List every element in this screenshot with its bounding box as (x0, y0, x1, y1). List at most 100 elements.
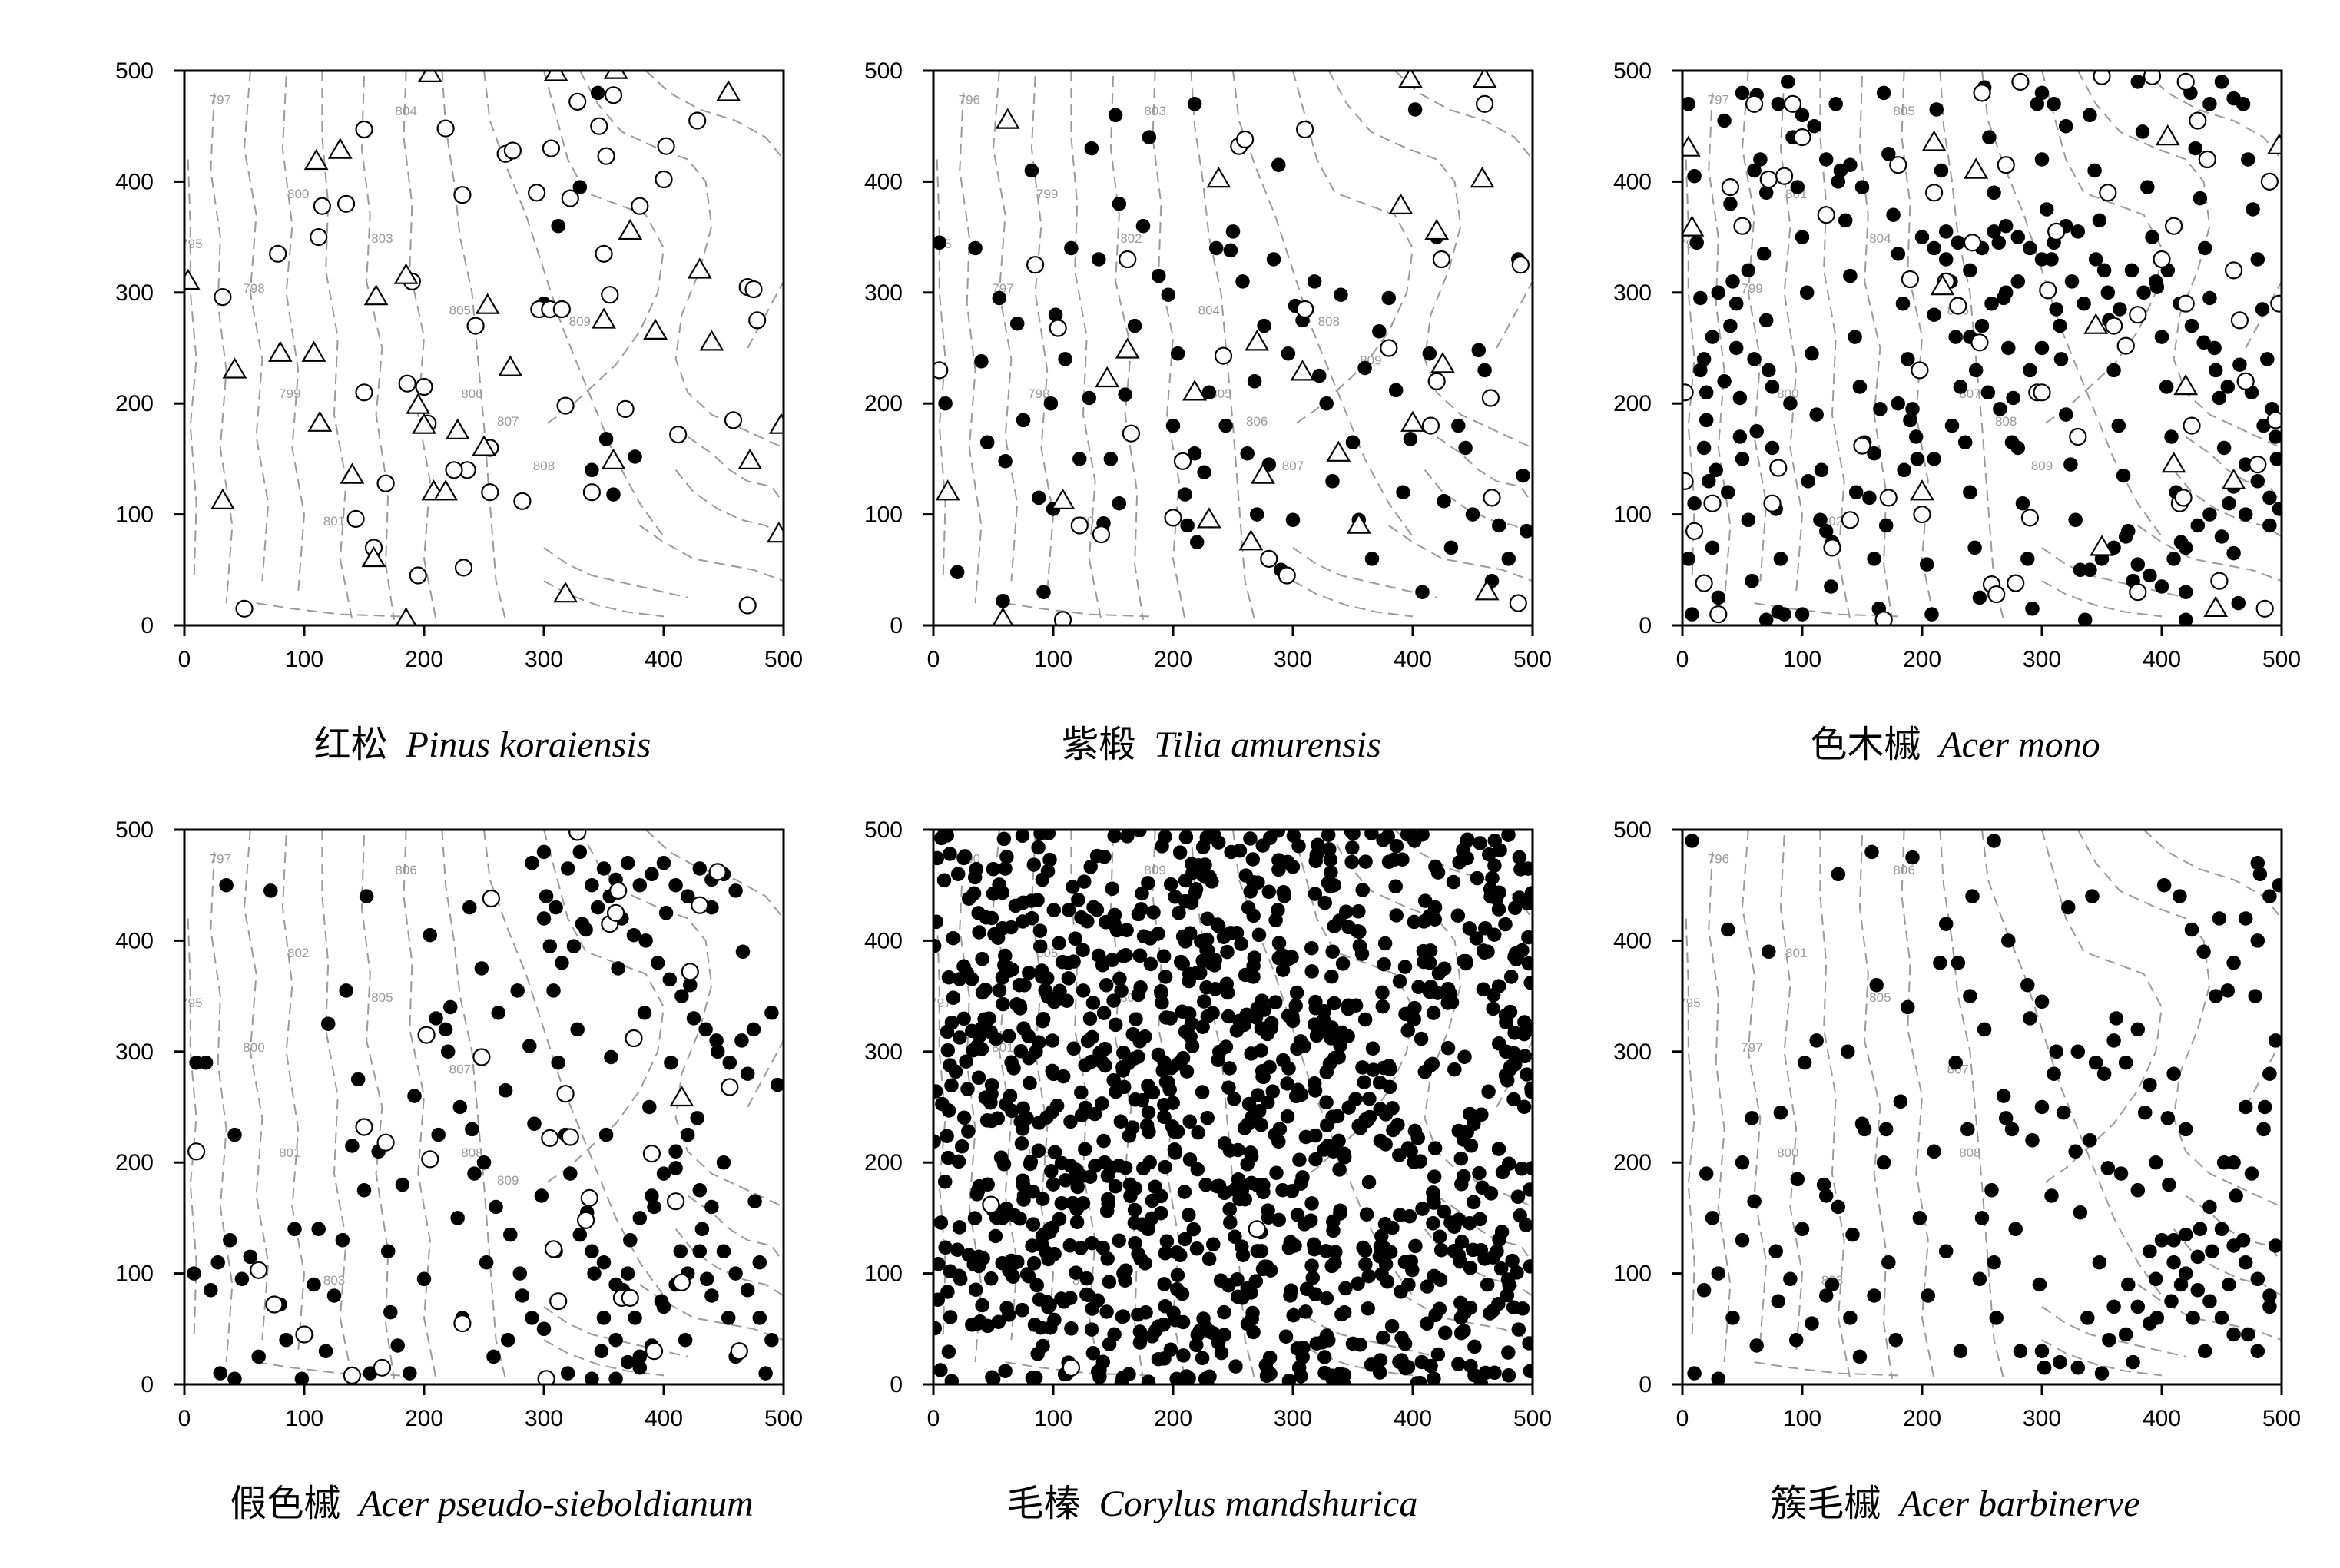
data-point-open-circle (398, 374, 416, 393)
panel-caption: 紫椴 Tilia amurensis (1062, 723, 1381, 766)
data-point-filled (1469, 931, 1484, 946)
data-point-open-circle (691, 896, 709, 914)
contour-line (403, 71, 437, 620)
data-point-filled (1492, 518, 1506, 533)
data-point-filled (1324, 865, 1338, 880)
data-point-filled (1876, 1155, 1891, 1170)
data-point-filled (2015, 496, 2030, 511)
data-point-filled (2208, 989, 2223, 1003)
data-point-open-circle (1733, 217, 1752, 235)
contour-label: 808 (1995, 414, 2017, 429)
data-point-filled (1116, 1266, 1131, 1281)
data-point-filled (986, 862, 1001, 877)
data-point-filled (1158, 1010, 1174, 1025)
data-point-open-circle (1901, 270, 1919, 289)
data-point-filled (2106, 363, 2121, 378)
data-point-open-circle (1070, 516, 1089, 535)
data-point-filled (933, 1363, 948, 1377)
contour-label: 809 (1144, 863, 1165, 877)
data-point-filled (2156, 877, 2172, 893)
contour-label: 803 (1144, 104, 1165, 118)
data-point-filled (1098, 1041, 1112, 1056)
data-point-filled (1163, 1342, 1178, 1357)
series-circle-filled (933, 830, 1533, 1384)
data-point-filled (967, 870, 983, 885)
data-point-filled (345, 1139, 360, 1153)
data-point-open-circle (454, 559, 473, 577)
data-point-filled (1519, 1218, 1533, 1232)
data-point-open-circle (1879, 489, 1898, 507)
data-point-filled (1280, 854, 1295, 870)
data-point-filled (1974, 1211, 1990, 1225)
data-point-filled (2096, 1066, 2112, 1081)
data-point-open-circle (355, 383, 373, 402)
data-point-filled (1213, 1273, 1228, 1288)
data-point-filled (2262, 889, 2277, 903)
panel-caption: 假色槭 Acer pseudo-sieboldianum (230, 1482, 753, 1525)
data-point-filled (620, 1354, 635, 1370)
data-point-open-circle (541, 1129, 559, 1148)
data-point-filled (1357, 1075, 1371, 1089)
data-point-filled (2094, 1366, 2110, 1381)
data-point-open-circle (417, 1026, 436, 1044)
data-point-open-circle (2165, 217, 2183, 235)
contour-line (1292, 71, 1414, 426)
data-point-filled (1322, 1056, 1337, 1071)
contour-label: 803 (371, 231, 393, 246)
caption-latin: Tilia amurensis (1154, 724, 1381, 765)
data-point-open-circle (1432, 250, 1451, 269)
data-point-triangle (1206, 166, 1231, 188)
data-point-filled (721, 1311, 736, 1325)
data-point-filled (2231, 595, 2246, 611)
data-point-open-circle (672, 1273, 691, 1291)
data-point-open-circle (2093, 71, 2111, 85)
data-point-filled (1271, 1212, 1286, 1228)
data-point-filled (1157, 1277, 1172, 1291)
data-point-open-circle (933, 361, 949, 380)
data-point-filled (1100, 1251, 1115, 1266)
data-point-filled (1457, 1323, 1471, 1338)
data-point-filled (326, 1288, 342, 1303)
data-point-filled (1771, 1294, 1786, 1308)
data-point-filled (1250, 1244, 1265, 1258)
contour-line (1858, 76, 1893, 620)
contour-line (992, 71, 1019, 582)
data-point-filled (1307, 274, 1322, 289)
data-point-filled (1015, 830, 1030, 844)
data-point-open-circle (537, 1370, 555, 1384)
data-point-filled (1948, 1055, 1963, 1070)
data-point-filled (1031, 840, 1046, 855)
data-point-filled (2025, 1133, 2040, 1148)
data-point-filled (1843, 1311, 1858, 1325)
data-point-filled (1987, 1255, 2001, 1270)
data-point-filled (1852, 1349, 1868, 1364)
y-tick-label: 0 (890, 1372, 903, 1397)
data-point-filled (1195, 840, 1211, 854)
data-point-filled (1285, 1013, 1301, 1029)
contour-label: 797 (1741, 1040, 1762, 1055)
data-point-filled (2034, 1099, 2050, 1115)
data-point-open-circle (542, 139, 561, 157)
data-point-filled (2088, 1055, 2103, 1070)
data-point-filled (572, 844, 588, 860)
data-point-filled (608, 1371, 623, 1384)
data-point-filled (1189, 1241, 1205, 1256)
data-point-filled (440, 1044, 456, 1059)
data-point-open-circle (1260, 549, 1278, 569)
data-point-filled (1457, 1132, 1471, 1147)
data-point-triangle (1470, 166, 1495, 188)
data-point-filled (975, 952, 989, 966)
x-tick-label: 200 (405, 1406, 443, 1431)
data-point-filled (2226, 91, 2241, 106)
data-point-filled (678, 1332, 693, 1348)
data-point-filled (1350, 923, 1365, 939)
data-point-filled (656, 1166, 671, 1181)
data-point-filled (2160, 1111, 2176, 1125)
data-point-filled (1261, 1203, 1275, 1218)
data-point-filled (974, 354, 989, 369)
data-point-filled (1045, 1033, 1060, 1048)
data-point-filled (1443, 986, 1457, 1001)
data-point-filled (450, 1211, 465, 1225)
data-point-open-circle (1817, 206, 1835, 224)
data-point-filled (1307, 1076, 1322, 1091)
